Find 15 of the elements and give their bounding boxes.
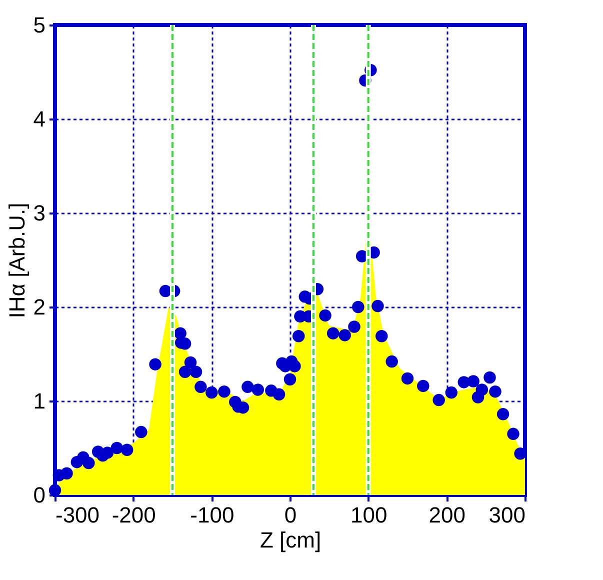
x-tick-label: -200 <box>112 502 156 528</box>
x-tick-label: -100 <box>190 502 234 528</box>
y-tick-label: 5 <box>33 12 46 38</box>
x-axis-title: Z [cm] <box>260 528 322 552</box>
y-tick-label: 2 <box>33 294 46 320</box>
y-tick-label: 4 <box>33 106 46 132</box>
y-tick-label: 3 <box>33 200 46 226</box>
y-axis-title: IHα [Arb.U.] <box>4 202 30 318</box>
x-tick-label: -300 <box>56 502 100 528</box>
y-tick-label: 0 <box>33 482 46 508</box>
x-tick-label: 300 <box>488 502 526 528</box>
x-tick-label: 200 <box>428 502 466 528</box>
x-tick-label: 0 <box>284 502 297 528</box>
x-tick-label: 100 <box>350 502 388 528</box>
y-tick-label: 1 <box>33 388 46 414</box>
